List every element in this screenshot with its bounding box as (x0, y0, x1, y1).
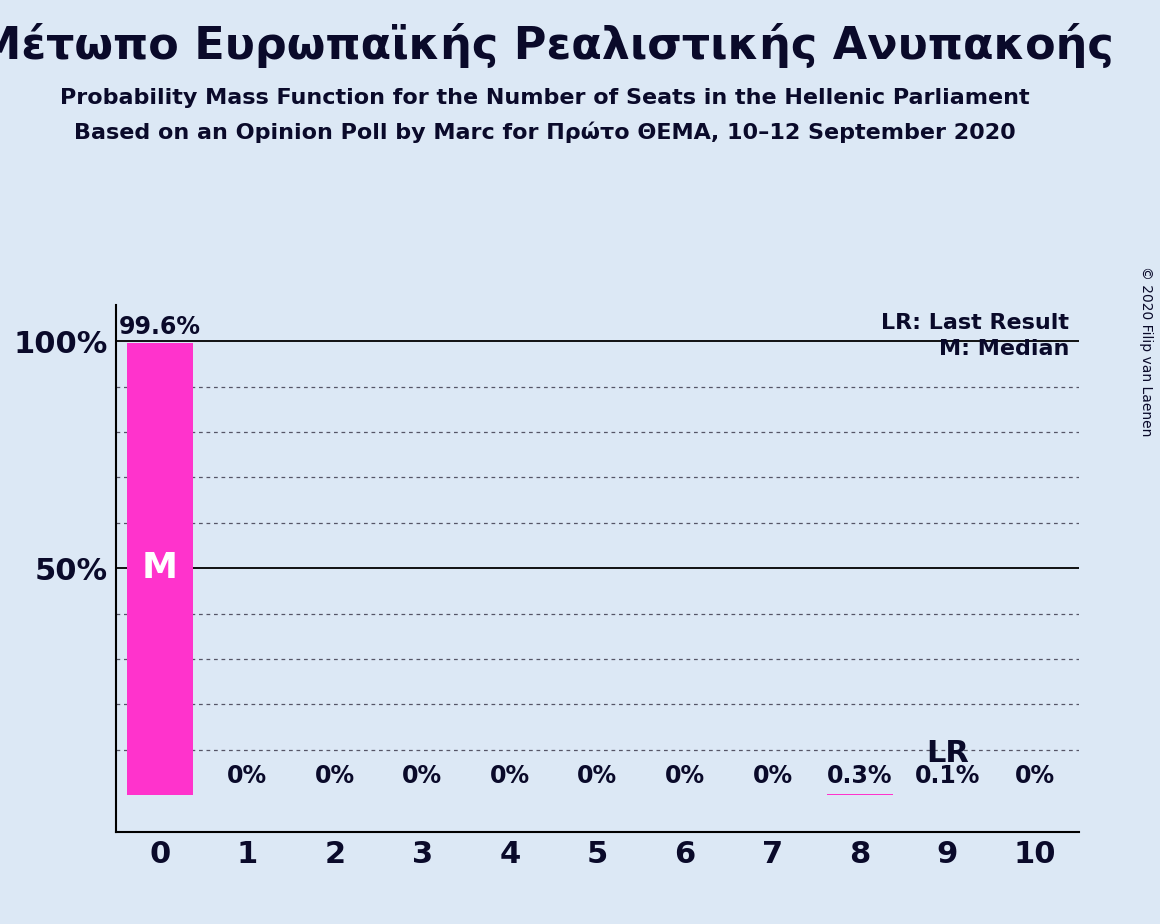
Text: 0%: 0% (490, 764, 530, 788)
Text: 0.3%: 0.3% (827, 764, 893, 788)
Text: © 2020 Filip van Laenen: © 2020 Filip van Laenen (1139, 266, 1153, 436)
Text: Μέτωπο Ευρωπαϊκής Ρεαλιστικής Ανυπακοής: Μέτωπο Ευρωπαϊκής Ρεαλιστικής Ανυπακοής (0, 23, 1114, 68)
Text: 0.1%: 0.1% (915, 764, 980, 788)
Text: Based on an Opinion Poll by Marc for Πρώτο ΘΕΜΑ, 10–12 September 2020: Based on an Opinion Poll by Marc for Πρώ… (74, 122, 1016, 143)
Text: 0%: 0% (403, 764, 442, 788)
Text: M: M (142, 552, 177, 585)
Text: 0%: 0% (227, 764, 267, 788)
Text: 0%: 0% (1015, 764, 1056, 788)
Bar (827, 794, 893, 796)
Text: 0%: 0% (665, 764, 705, 788)
Text: LR: LR (926, 739, 969, 768)
Text: M: Median: M: Median (938, 339, 1070, 359)
Text: 0%: 0% (753, 764, 792, 788)
Text: 0%: 0% (314, 764, 355, 788)
Text: 99.6%: 99.6% (118, 315, 201, 339)
Bar (126, 343, 193, 796)
Text: LR: Last Result: LR: Last Result (882, 313, 1070, 333)
Text: Probability Mass Function for the Number of Seats in the Hellenic Parliament: Probability Mass Function for the Number… (60, 88, 1030, 108)
Text: 0%: 0% (578, 764, 617, 788)
